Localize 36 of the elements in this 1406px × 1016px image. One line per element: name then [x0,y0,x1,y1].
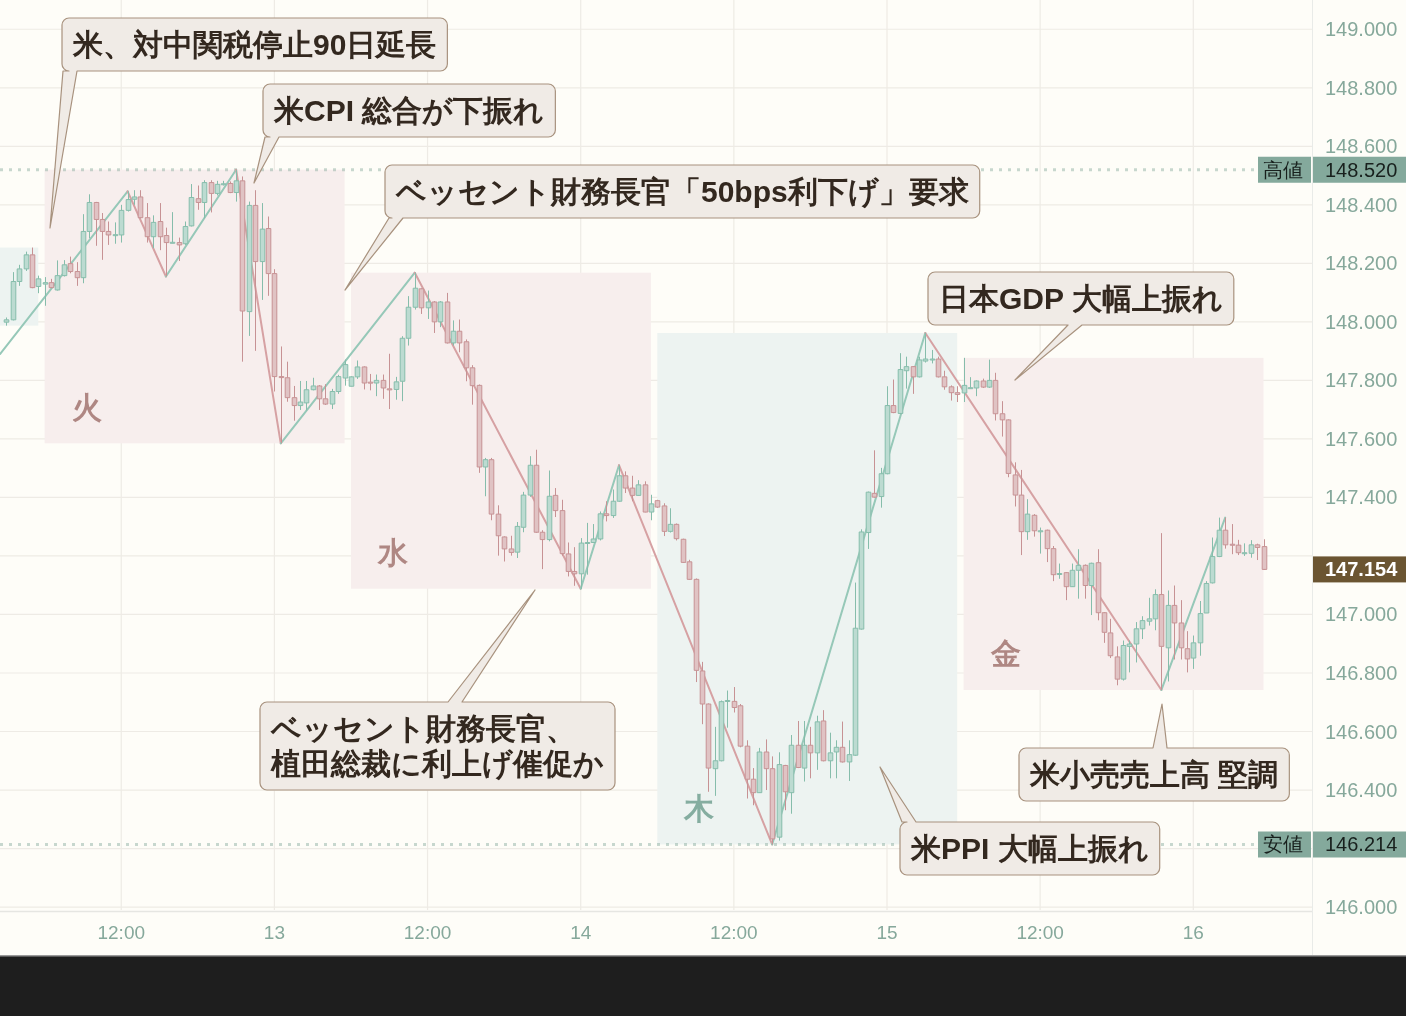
y-tick-label: 146.000 [1325,896,1398,919]
y-tick-label: 146.600 [1325,720,1398,743]
y-tick-label: 148.000 [1325,310,1398,333]
band-label: 金 [989,637,1021,671]
x-tick-label: 14 [570,921,592,943]
x-tick-label: 12:00 [97,921,146,943]
annotation: ベッセント財務長官、植田総裁に利上げ催促か [270,712,604,781]
x-tick-label: 15 [876,921,898,943]
annotation: ベッセント財務長官「50bps利下げ」要求 [395,175,969,209]
annotation: 米CPI 総合が下振れ [273,94,545,127]
y-tick-label: 148.200 [1325,252,1398,275]
y-tick-label: 146.400 [1325,779,1398,802]
x-tick-label: 12:00 [403,921,452,943]
y-tick-label: 147.600 [1325,427,1398,450]
ref-line-label: 安値 146.214 [1263,833,1398,856]
ref-line-label: 高値 148.520 [1263,158,1398,181]
annotation: 米小売売上高 堅調 [1029,758,1279,791]
y-tick-label: 147.000 [1325,603,1398,626]
x-tick-label: 13 [263,921,285,943]
y-tick-label: 147.400 [1325,486,1398,509]
y-tick-label: 148.800 [1325,76,1398,99]
y-tick-label: 149.000 [1325,18,1398,41]
band-label: 木 [683,791,716,825]
annotation: 日本GDP 大幅上振れ [939,282,1223,315]
annotation: 米、対中関税停止90日延長 [72,28,437,61]
y-tick-label: 146.800 [1325,661,1398,684]
x-tick-label: 12:00 [1016,921,1064,943]
x-tick-label: 16 [1182,921,1204,943]
x-tick-label: 12:00 [710,921,758,943]
y-tick-label: 148.600 [1325,135,1398,158]
band-label: 水 [376,536,409,570]
annotation: 米PPI 大幅上振れ [910,832,1149,865]
y-tick-label: 148.400 [1325,193,1398,216]
text: 147.154 [1325,558,1399,581]
band-label: 火 [71,390,102,424]
y-tick-label: 147.800 [1325,369,1398,392]
